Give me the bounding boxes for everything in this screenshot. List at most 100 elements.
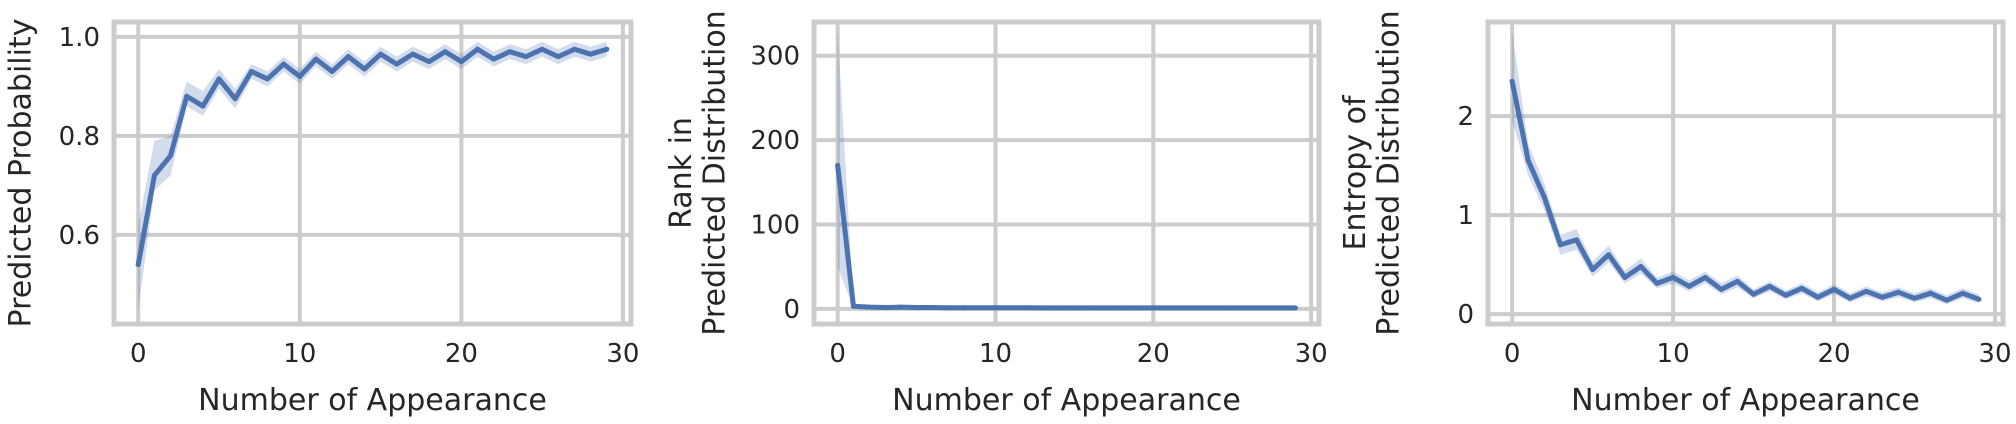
data-point [1976,296,1982,302]
confidence-band [138,41,607,310]
x-tick-label: 0 [130,339,147,369]
data-point [1525,158,1531,164]
data-point [1718,286,1724,292]
data-point [929,305,935,311]
data-point [1008,305,1014,311]
data-point [1686,283,1692,289]
data-point [1071,305,1077,311]
data-point [1213,305,1219,311]
data-point [1622,274,1628,280]
data-point [866,304,872,310]
confidence-band [1512,31,1979,305]
data-point [945,305,951,311]
x-tick-label: 0 [829,339,846,369]
data-point [1135,305,1141,311]
y-axis-label: Predicted Probability [4,19,39,328]
data-point [297,73,303,79]
y-tick-label: 0 [1457,300,1474,330]
data-point [184,93,190,99]
data-point [1261,305,1267,311]
x-tick-label: 30 [606,339,639,369]
y-axis-label: Entropy ofPredicted Distribution [1338,10,1407,335]
plot-frame [811,19,1322,327]
data-point [1799,285,1805,291]
y-axis-label: Rank inPredicted Distribution [664,10,733,335]
data-point [1638,264,1644,270]
data-point [1119,305,1125,311]
data-point [914,305,920,311]
data-point [410,51,416,57]
data-point [1150,305,1156,311]
x-tick-label: 0 [1504,339,1521,369]
data-point [200,103,206,109]
data-point [151,172,157,178]
data-point [1182,305,1188,311]
data-point [135,262,141,268]
data-point [1928,290,1934,296]
data-point [1879,294,1885,300]
data-point [850,303,856,309]
data-point [264,76,270,82]
data-point [442,49,448,55]
y-tick-label: 100 [750,210,800,240]
series-line [1509,78,1982,303]
data-point [475,46,481,52]
data-point [507,49,513,55]
data-point [571,46,577,52]
data-point [361,66,367,72]
data-point [216,76,222,82]
chart-panel-1: 0 10 20 30 0.6 0.8 1.0 Number of Appearance Pred… [4,19,640,418]
data-point [961,305,967,311]
data-point [1103,305,1109,311]
data-point [1670,274,1676,280]
data-point [1751,291,1757,297]
data-point [458,59,464,65]
data-point [523,54,529,60]
data-point [1087,305,1093,311]
x-tick-label: 20 [1137,339,1170,369]
data-point [1292,305,1298,311]
data-point [882,305,888,311]
data-point [1277,305,1283,311]
x-axis-label: Number of Appearance [1571,383,1920,418]
data-point [898,304,904,310]
data-point [394,61,400,67]
data-point [1509,78,1515,84]
series-line [835,162,1298,311]
x-tick-label: 10 [1657,339,1690,369]
data-point [281,61,287,67]
data-point [1229,305,1235,311]
data-point [1767,283,1773,289]
y-tick-label: 200 [750,126,800,156]
data-point [232,96,238,102]
data-point [313,56,319,62]
data-point [1734,278,1740,284]
plot-frame [111,19,634,327]
data-point [539,46,545,52]
x-tick-label: 30 [1978,339,2011,369]
data-point [491,56,497,62]
data-point [1863,288,1869,294]
y-tick-label: 0.6 [59,221,100,251]
data-point [1198,305,1204,311]
data-point [1815,294,1821,300]
x-axis-label: Number of Appearance [892,383,1241,418]
data-point [992,305,998,311]
data-point [1911,295,1917,301]
data-point [1245,305,1251,311]
data-point [1831,286,1837,292]
data-point [329,69,335,75]
data-point [604,46,610,52]
data-point [1847,295,1853,301]
y-tick-label: 2 [1457,102,1474,132]
data-point [1960,290,1966,296]
data-point [1040,305,1046,311]
data-point [248,69,254,75]
confidence-band [837,30,1296,308]
data-point [1541,194,1547,200]
y-tick-label: 300 [750,42,800,72]
data-point [1166,305,1172,311]
y-tick-label: 0.8 [59,122,100,152]
data-point [977,305,983,311]
data-point [378,51,384,57]
